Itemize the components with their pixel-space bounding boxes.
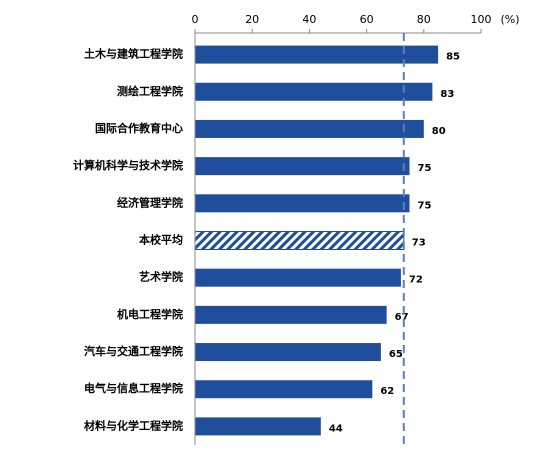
category-label: 电气与信息工程学院	[84, 381, 183, 395]
bar	[195, 119, 424, 138]
value-label: 73	[412, 238, 426, 249]
bar	[195, 82, 433, 101]
bar	[195, 45, 439, 64]
category-label: 本校平均	[139, 233, 183, 247]
value-label: 44	[329, 423, 343, 434]
bar	[195, 343, 381, 362]
bar	[195, 194, 410, 213]
category-label: 国际合作教育中心	[95, 121, 183, 135]
value-label: 67	[395, 312, 409, 323]
value-label: 83	[440, 89, 454, 100]
value-label: 75	[418, 200, 432, 211]
value-label: 65	[389, 349, 403, 360]
category-label: 汽车与交通工程学院	[84, 344, 183, 358]
bar	[195, 380, 373, 399]
category-label: 机电工程学院	[117, 307, 183, 321]
bar	[195, 157, 410, 176]
value-label: 80	[432, 126, 446, 137]
x-tick-label: 60	[360, 13, 374, 26]
x-tick-label: 80	[417, 13, 431, 26]
bar	[195, 305, 387, 324]
category-label: 计算机科学与技术学院	[73, 158, 183, 172]
bar	[195, 268, 401, 287]
value-label: 62	[380, 386, 394, 397]
x-tick-label: 40	[302, 13, 316, 26]
value-label: 72	[409, 275, 423, 286]
category-label: 艺术学院	[139, 270, 183, 284]
value-label: 85	[446, 52, 460, 63]
category-label: 经济管理学院	[117, 195, 183, 209]
x-tick-label: 100	[471, 13, 492, 26]
x-axis-unit: (%)	[500, 13, 519, 26]
bar	[195, 417, 321, 436]
value-label: 75	[418, 163, 432, 174]
category-label: 材料与化学工程学院	[84, 418, 183, 432]
x-tick-label: 0	[192, 13, 199, 26]
bar	[194, 231, 405, 250]
category-label: 测绘工程学院	[117, 84, 183, 98]
category-label: 土木与建筑工程学院	[84, 47, 183, 61]
x-tick-label: 20	[245, 13, 259, 26]
